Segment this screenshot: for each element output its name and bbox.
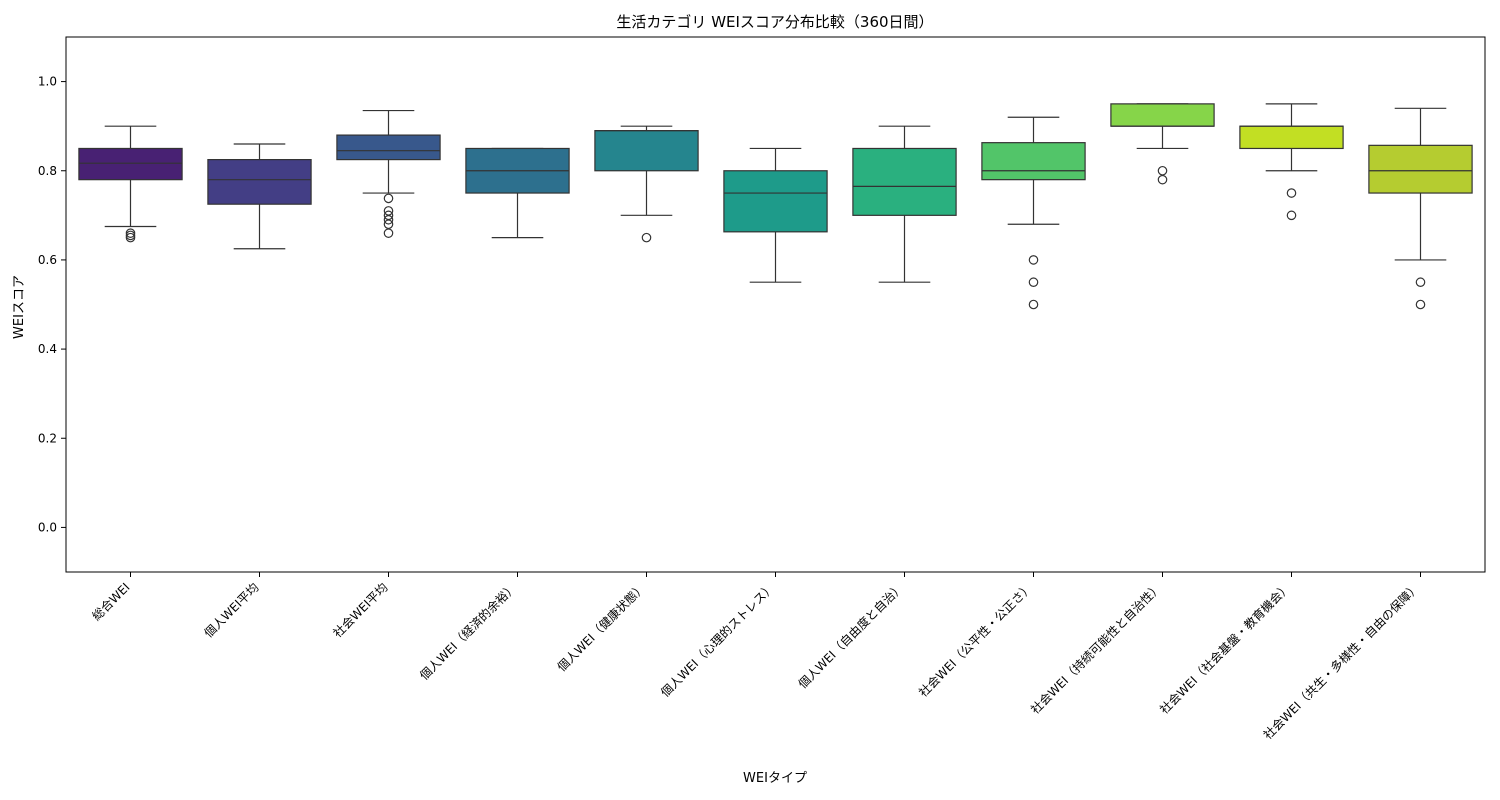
x-tick-label: 個人WEI（心理的ストレス） (657, 580, 777, 700)
y-tick-label: 0.0 (38, 520, 57, 534)
box-iqr (207, 159, 312, 205)
y-tick-label: 1.0 (38, 75, 57, 89)
y-axis-label: WEIスコア (12, 275, 27, 339)
box-group (1368, 107, 1473, 310)
box-iqr (852, 147, 957, 216)
x-tick-label: 個人WEI平均 (202, 580, 262, 640)
outlier-point (1028, 299, 1039, 310)
y-tick-label: 0.6 (38, 253, 57, 267)
outlier-point (383, 214, 394, 225)
box-group (1239, 103, 1344, 221)
x-tick-label: 個人WEI（経済的余裕） (416, 580, 519, 683)
outlier-point (1157, 165, 1168, 176)
box-group (723, 147, 828, 283)
y-tick-label: 0.2 (38, 431, 57, 445)
outlier-point (383, 193, 394, 204)
box-iqr (1110, 103, 1215, 127)
outlier-point (1028, 255, 1039, 265)
plot-area (65, 36, 1486, 573)
box-group (1110, 103, 1215, 185)
box-group (207, 143, 312, 250)
box-group (465, 147, 570, 239)
outlier-point (1286, 210, 1297, 221)
outlier-point (1286, 188, 1297, 198)
y-tick-label: 0.4 (38, 342, 57, 356)
outlier-point (641, 232, 652, 243)
outlier-point (1028, 277, 1039, 288)
x-axis-label: WEIタイプ (743, 771, 807, 786)
y-tick-label: 0.8 (38, 164, 57, 178)
y-axis: 0.0 0.2 0.4 0.6 0.8 1.0 (38, 75, 66, 534)
box-iqr (1368, 144, 1473, 194)
box-group (78, 125, 183, 243)
x-tick-label: 社会WEI（公平性・公正さ） (915, 580, 1035, 700)
x-tick-label: 社会WEI（持続可能性と自治性） (1027, 580, 1164, 717)
x-tick-label: 総合WEI (89, 580, 133, 624)
x-tick-label: 社会WEI（共生・多様性・自由の保障） (1260, 580, 1423, 743)
x-tick-label: 個人WEI（自由度と自治） (795, 580, 907, 692)
outlier-point (125, 232, 136, 243)
outlier-point (1157, 174, 1168, 185)
outlier-point (1415, 277, 1426, 288)
chart-title: 生活カテゴリ WEIスコア分布比較（360日間） (616, 13, 933, 31)
box-group (852, 125, 957, 283)
x-tick-label: 社会WEI（社会基盤・教育機会） (1156, 580, 1293, 717)
box-iqr (723, 170, 828, 233)
x-tick-label: 個人WEI（健康状態） (554, 580, 649, 675)
box-iqr (594, 130, 699, 172)
box-iqr (78, 147, 183, 181)
x-tick-label: 社会WEI平均 (330, 580, 391, 641)
plot-frame (65, 36, 1486, 573)
outlier-point (1415, 299, 1426, 310)
x-axis: 総合WEI 個人WEI平均 社会WEI平均 個人WEI（経済的余裕） 個人WEI（健康状… (89, 572, 1423, 742)
box-group (594, 125, 699, 243)
box-iqr (336, 134, 441, 161)
box-iqr (981, 142, 1086, 181)
box-group (981, 116, 1086, 310)
box-group (336, 109, 441, 238)
outlier-point (383, 228, 394, 238)
box-iqr (1239, 125, 1344, 150)
